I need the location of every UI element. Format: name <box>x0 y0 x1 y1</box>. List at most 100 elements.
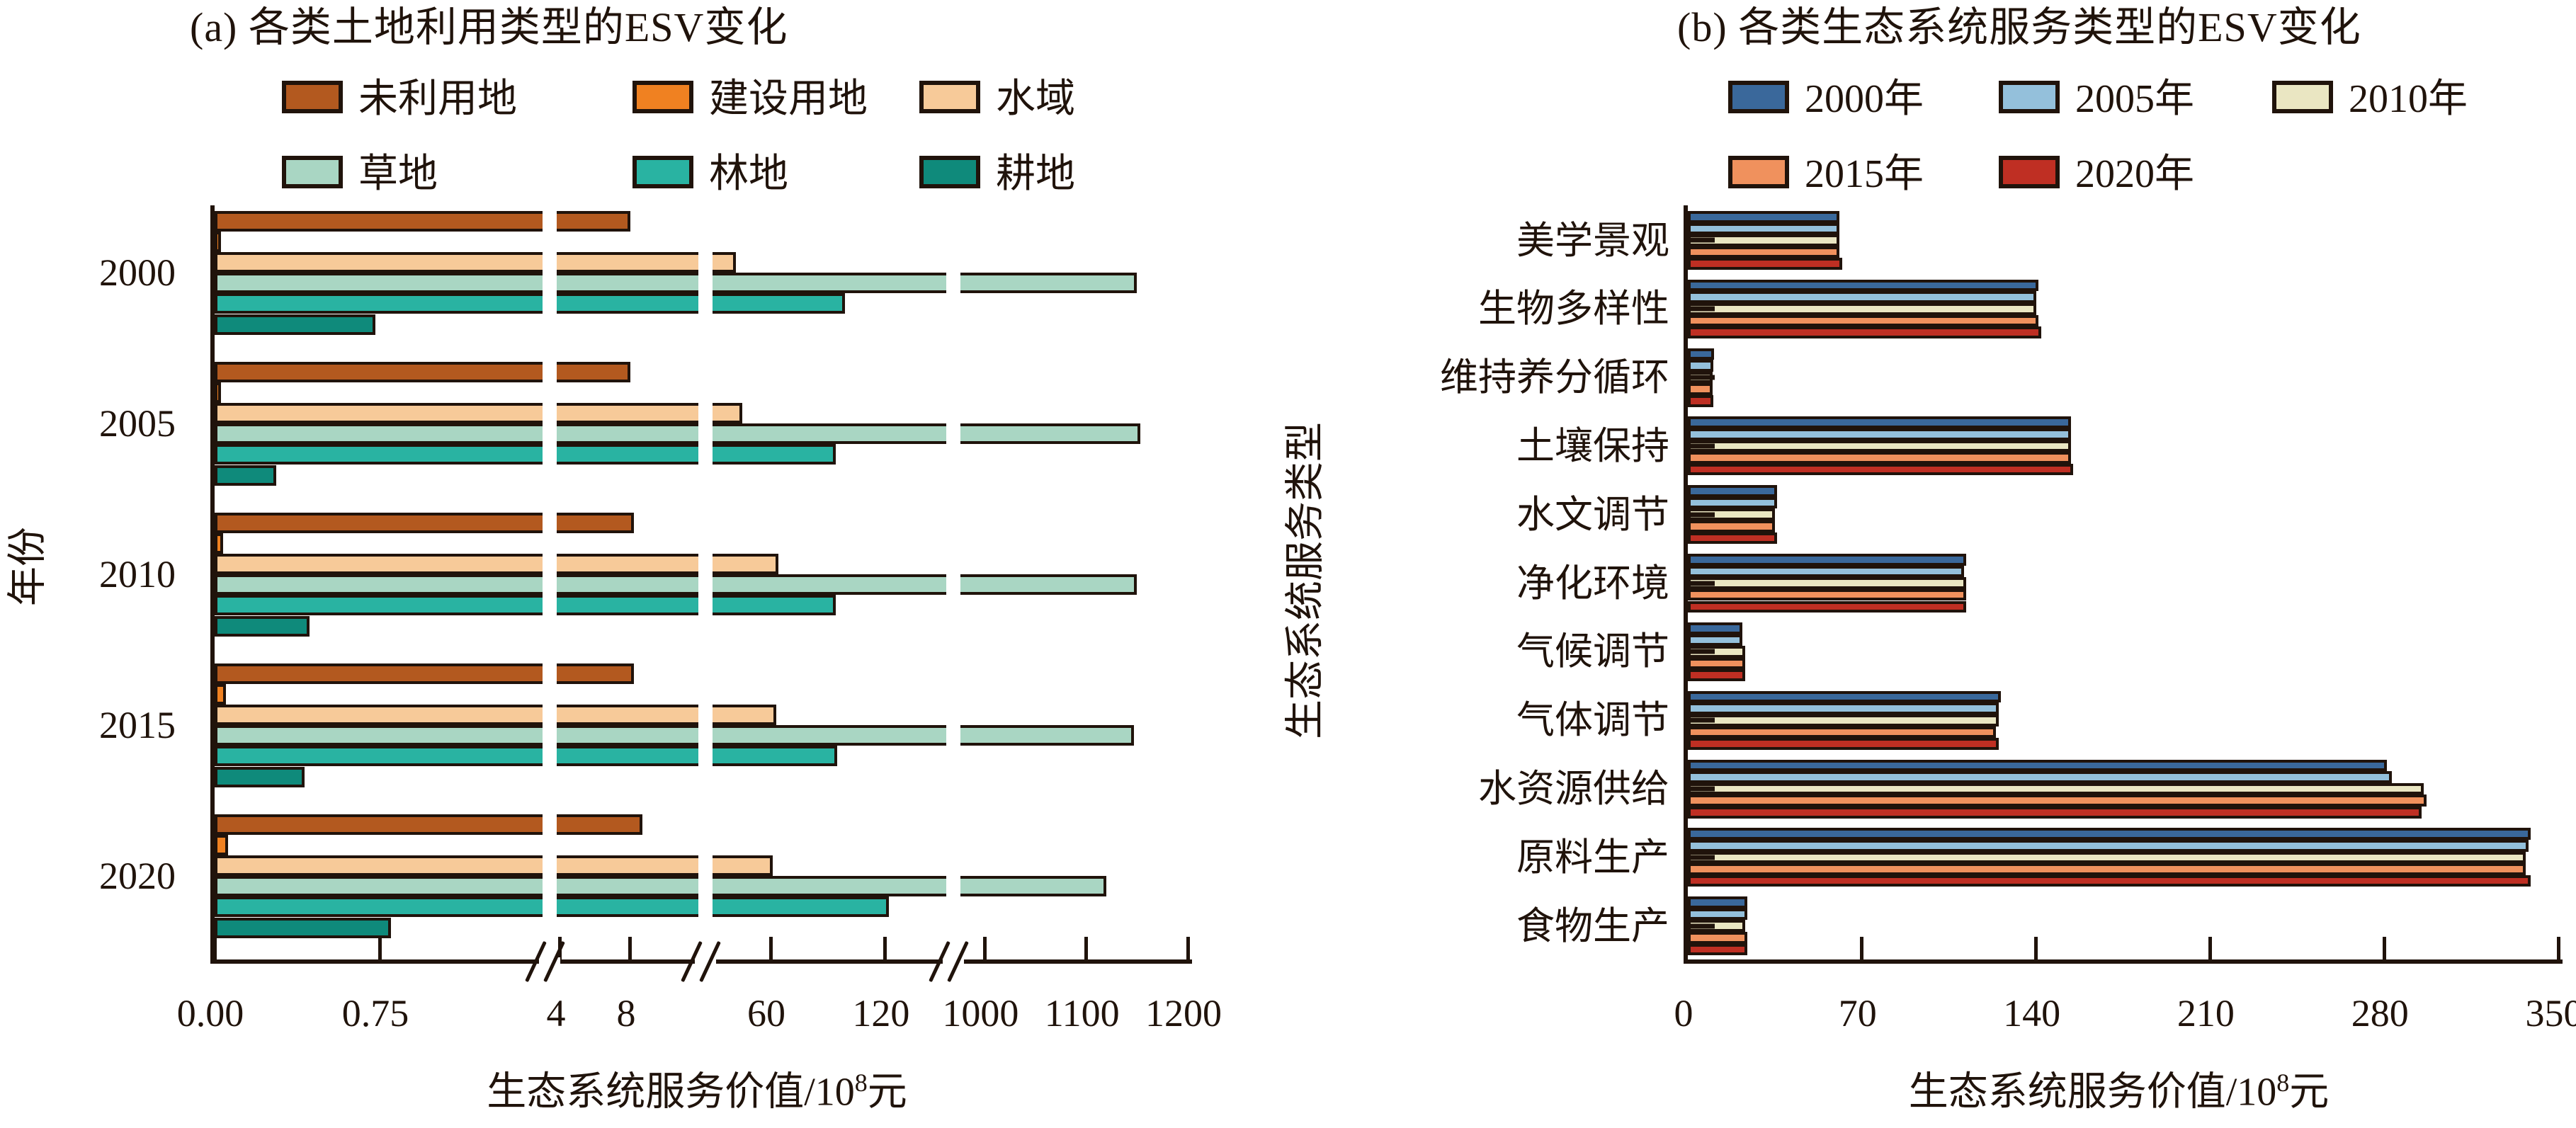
bar-2000年-维持养分循环 <box>1688 348 1714 360</box>
bar-2020年-原料生产 <box>1688 875 2531 887</box>
bar-2010-left-dash <box>1691 237 1715 243</box>
panel-a-legend-label: 未利用地 <box>358 77 517 121</box>
panel-a-x-tick <box>768 937 773 959</box>
bar-2020年-食物生产 <box>1688 943 1748 956</box>
bar-林地-2005 <box>215 444 836 465</box>
panel-a-legend-label: 草地 <box>358 152 438 196</box>
bar-2000年-土壤保持 <box>1688 416 2071 429</box>
panel-b-x-tick-label-350: 350 <box>2525 992 2576 1035</box>
panel-b-legend-label: 2020年 <box>2075 152 2194 196</box>
panel-a-legend-label: 耕地 <box>996 152 1075 196</box>
panel-b-x-tick <box>2382 937 2386 959</box>
bar-水域-2000 <box>215 252 737 273</box>
bar-草地-2000 <box>215 273 1137 294</box>
panel-b-x-axis-title: 生态系统服务价值/108元 <box>1908 1069 2330 1115</box>
panel-a-legend-swatch-水域 <box>919 81 980 113</box>
panel-b-legend-label: 2000年 <box>1805 77 1924 121</box>
bar-耕地-2010 <box>215 615 310 637</box>
bar-2020年-水资源供给 <box>1688 806 2422 819</box>
bar-草地-2005 <box>215 423 1140 445</box>
bar-2005年-气体调节 <box>1688 702 1999 714</box>
panel-b-category-label-气体调节: 气体调节 <box>1516 699 1669 742</box>
panel-a-x-tick-label-1000: 1000 <box>942 992 1019 1035</box>
bar-2020年-气候调节 <box>1688 669 1745 681</box>
bar-2010-left-dash <box>1691 923 1715 929</box>
panel-b-category-label-净化环境: 净化环境 <box>1516 562 1669 605</box>
panel-a-x-tick-label-0.00: 0.00 <box>176 992 244 1035</box>
panel-b-legend-swatch-2015年 <box>1728 156 1789 188</box>
panel-b-legend-item: 2005年 <box>1999 78 2332 122</box>
panel-b-x-axis-line <box>1684 959 2563 964</box>
bar-2005年-食物生产 <box>1688 908 1748 921</box>
panel-a-x-tick <box>883 937 887 959</box>
bar-2005年-气候调节 <box>1688 634 1743 646</box>
bar-2020年-美学景观 <box>1688 258 1842 270</box>
bar-2015年-生物多样性 <box>1688 314 2039 327</box>
panel-b-legend-label: 2015年 <box>1805 152 1924 196</box>
panel-a-x-tick-label-4: 4 <box>546 992 566 1035</box>
bar-2015年-气候调节 <box>1688 657 1745 670</box>
panel-b-category-label-气候调节: 气候调节 <box>1516 630 1669 673</box>
panel-b-category-label-维持养分循环: 维持养分循环 <box>1440 356 1669 399</box>
panel-a-legend-item: 林地 <box>632 152 965 197</box>
panel-a-x-axis-title: 生态系统服务价值/108元 <box>487 1069 907 1115</box>
panel-a-legend-item: 未利用地 <box>282 77 615 122</box>
panel-b-category-label-水资源供给: 水资源供给 <box>1478 768 1669 811</box>
panel-a-legend-label: 林地 <box>709 152 788 196</box>
panel-b-x-tick-label-280: 280 <box>2351 992 2409 1035</box>
bar-2015年-水文调节 <box>1688 520 1775 532</box>
bar-水域-2010 <box>215 554 778 575</box>
panel-a-legend-item: 建设用地 <box>632 78 965 122</box>
panel-a-x-tick-label-1200: 1200 <box>1145 992 1222 1035</box>
panel-b-category-label-原料生产: 原料生产 <box>1516 836 1669 879</box>
axis-break-stripe <box>543 205 557 958</box>
panel-a-year-label-2020: 2020 <box>99 855 176 898</box>
panel-b-legend-item: 2020年 <box>1999 152 2332 197</box>
panel-a-x-tick <box>628 937 632 959</box>
panel-a-legend-swatch-林地 <box>632 156 693 188</box>
bar-2010年-水文调节 <box>1688 508 1775 521</box>
bar-2010-left-dash <box>1691 443 1715 449</box>
bar-草地-2020 <box>215 876 1107 897</box>
bar-耕地-2020 <box>215 917 391 938</box>
panel-b-x-tick-label-210: 210 <box>2177 992 2235 1035</box>
panel-a-legend-label: 水域 <box>996 77 1075 121</box>
bar-2010年-气候调节 <box>1688 646 1745 658</box>
panel-b-legend-swatch-2000年 <box>1728 81 1789 113</box>
bar-2010-left-dash <box>1691 786 1715 792</box>
bar-2010-left-dash <box>1691 512 1715 518</box>
panel-a-year-label-2010: 2010 <box>99 553 176 596</box>
panel-b-category-label-土壤保持: 土壤保持 <box>1516 424 1669 467</box>
bar-未利用地-2005 <box>215 362 630 383</box>
bar-2015年-原料生产 <box>1688 863 2526 875</box>
bar-2020年-维持养分循环 <box>1688 395 1713 407</box>
bar-2015年-美学景观 <box>1688 246 1840 258</box>
bar-2020年-水文调节 <box>1688 532 1778 545</box>
panel-b-legend-item: 2000年 <box>1728 77 2061 122</box>
panel-a-x-tick-label-0.75: 0.75 <box>341 992 409 1035</box>
bar-2005年-维持养分循环 <box>1688 360 1713 372</box>
bar-2020年-生物多样性 <box>1688 326 2041 338</box>
bar-2010年-美学景观 <box>1688 234 1840 246</box>
panel-a-legend-item: 耕地 <box>919 152 1252 197</box>
panel-a-x-tick <box>378 937 382 959</box>
panel-a-x-tick-label-120: 120 <box>852 992 910 1035</box>
bar-2000年-美学景观 <box>1688 211 1840 223</box>
bar-水域-2020 <box>215 855 773 877</box>
bar-2010年-原料生产 <box>1688 851 2526 864</box>
bar-2000年-食物生产 <box>1688 896 1748 908</box>
bar-2000年-水文调节 <box>1688 485 1778 497</box>
panel-a-year-label-2015: 2015 <box>99 704 176 747</box>
panel-a-year-label-2000: 2000 <box>99 251 176 295</box>
bar-2000年-原料生产 <box>1688 828 2531 840</box>
panel-a-year-label-2005: 2005 <box>99 402 176 445</box>
bar-2005年-净化环境 <box>1688 565 1964 578</box>
panel-a-x-tick-label-60: 60 <box>747 992 786 1035</box>
bar-2000年-气候调节 <box>1688 622 1743 634</box>
bar-建设用地-2015 <box>215 684 226 705</box>
panel-b-category-label-生物多样性: 生物多样性 <box>1478 287 1669 331</box>
bar-耕地-2005 <box>215 465 276 486</box>
bar-2005年-生物多样性 <box>1688 291 2036 303</box>
bar-2015年-净化环境 <box>1688 588 1967 601</box>
panel-a-x-tick-label-1100: 1100 <box>1044 992 1120 1035</box>
